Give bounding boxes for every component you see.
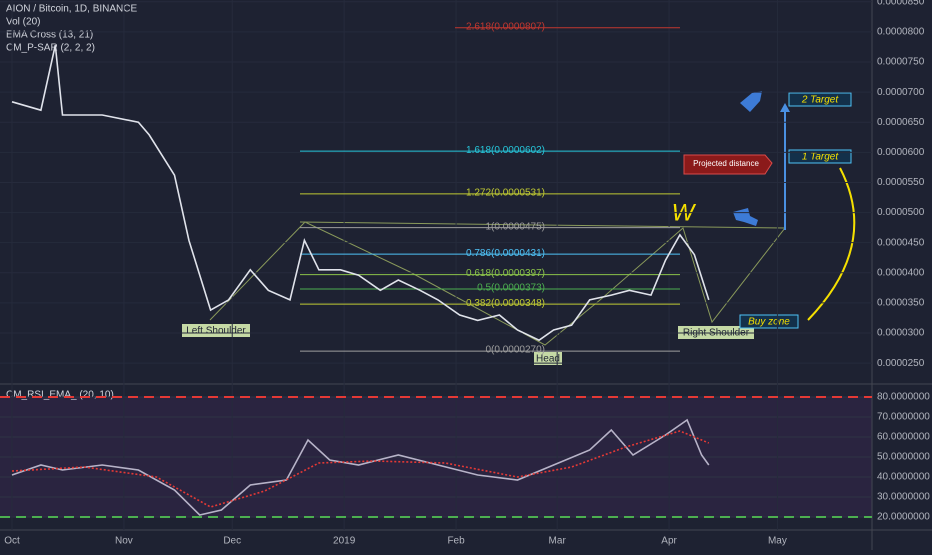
fib-label: 1.272(0.0000531) xyxy=(466,188,545,199)
callout xyxy=(683,154,773,175)
x-tick-label: 2019 xyxy=(333,536,356,547)
y-tick-label: 60.0000000 xyxy=(877,432,930,443)
label-box xyxy=(534,352,562,365)
series-line xyxy=(11,430,710,508)
fib-label: 2.618(0.0000807) xyxy=(466,21,545,32)
y-tick-label: 40.0000000 xyxy=(877,472,930,483)
fib-label: 0(0.0000270) xyxy=(486,345,546,356)
y-tick-label: 20.0000000 xyxy=(877,512,930,523)
indicator: EMA Cross (13, 21) xyxy=(6,30,93,41)
y-tick-label: 0.0000850 xyxy=(877,0,925,7)
target-box xyxy=(739,314,799,329)
arrow-head xyxy=(780,103,790,112)
chart-title: AION / Bitcoin, 1D, BINANCE xyxy=(6,4,137,15)
x-tick-label: May xyxy=(768,536,787,547)
y-tick-label: 0.0000800 xyxy=(877,27,925,38)
fib-label: 0.618(0.0000397) xyxy=(466,268,545,279)
rsi-title: CM_RSI_EMA_ (20, 10) xyxy=(6,390,114,401)
annotation: 1 Target xyxy=(802,152,840,163)
y-tick-label: 0.0000600 xyxy=(877,147,925,158)
x-tick-label: Feb xyxy=(447,536,465,547)
series-line xyxy=(11,418,710,516)
fib-label: 0.5(0.0000373) xyxy=(477,283,545,294)
fib-label: 0.786(0.0000431) xyxy=(466,248,545,259)
annotation: Head xyxy=(536,354,560,365)
x-tick-label: Nov xyxy=(115,536,133,547)
indicator: Vol (20) xyxy=(6,17,40,28)
y-tick-label: 0.0000450 xyxy=(877,237,925,248)
fib-label: 1.618(0.0000602) xyxy=(466,145,545,156)
y-tick-label: 0.0000550 xyxy=(877,177,925,188)
y-tick-label: 0.0000500 xyxy=(877,207,925,218)
x-tick-label: Oct xyxy=(4,536,20,547)
y-tick-label: 0.0000700 xyxy=(877,87,925,98)
x-tick-label: Dec xyxy=(223,536,241,547)
y-tick-label: 70.0000000 xyxy=(877,412,930,423)
x-tick-label: Apr xyxy=(661,536,677,547)
series-line xyxy=(11,45,710,342)
x-tick-label: Mar xyxy=(549,536,567,547)
rocket-icon xyxy=(740,91,762,112)
y-tick-label: 0.0000400 xyxy=(877,267,925,278)
target-box xyxy=(788,149,852,164)
label-box xyxy=(678,326,754,339)
annotation: Buy zone xyxy=(748,317,790,328)
label-box xyxy=(182,324,250,337)
y-tick-label: 0.0000650 xyxy=(877,117,925,128)
y-tick-label: 50.0000000 xyxy=(877,452,930,463)
y-tick-label: 0.0000300 xyxy=(877,328,925,339)
fib-label: 0.382(0.0000348) xyxy=(466,298,545,309)
indicator: CM_P-SAR (2, 2, 2) xyxy=(6,43,95,54)
fib-label: 1(0.0000475) xyxy=(486,221,546,232)
y-tick-label: 80.0000000 xyxy=(877,392,930,403)
y-tick-label: 0.0000350 xyxy=(877,298,925,309)
pattern-outline xyxy=(209,221,787,346)
target-box xyxy=(788,92,852,107)
annotation: Projected distance xyxy=(693,159,759,168)
annotation: 2 Target xyxy=(801,95,840,106)
yellow-arc xyxy=(807,167,856,321)
y-tick-label: 0.0000750 xyxy=(877,57,925,68)
y-tick-label: 30.0000000 xyxy=(877,492,930,503)
annotation: Left Shoulder xyxy=(186,326,246,337)
y-tick-label: 0.0000250 xyxy=(877,358,925,369)
